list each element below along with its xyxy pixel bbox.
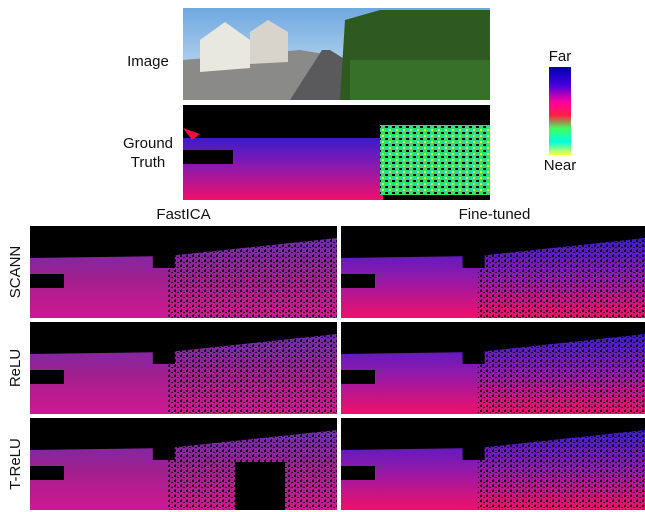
- depth-map: [30, 226, 337, 318]
- result-grid: FastICA Fine-tuned SCANN ReLU T-ReLU: [7, 206, 645, 510]
- hole: [30, 274, 64, 288]
- row-label: Image: [127, 53, 169, 70]
- row-label: T-ReLU: [7, 438, 24, 490]
- row-label: Truth: [131, 154, 165, 171]
- hole: [30, 370, 64, 384]
- photo: [183, 8, 490, 100]
- colorbar-label: Far: [549, 48, 572, 65]
- depth-map: [30, 322, 337, 414]
- depth-map: [341, 418, 645, 510]
- hole: [341, 370, 375, 384]
- figure: Image Ground Truth Far Near FastICA Fine-…: [0, 0, 645, 512]
- depth-map: [341, 226, 645, 318]
- notch: [463, 446, 485, 460]
- hole: [341, 274, 375, 288]
- notch: [153, 350, 175, 364]
- colorbar: [549, 67, 571, 155]
- hole: [341, 466, 375, 480]
- row-label: Ground: [123, 135, 173, 152]
- ground-truth-map: [183, 105, 490, 200]
- notch: [153, 254, 175, 268]
- notch: [463, 254, 485, 268]
- column-header: FastICA: [156, 206, 210, 223]
- row-label: SCANN: [7, 246, 24, 299]
- depth-map: [341, 322, 645, 414]
- hole: [235, 462, 285, 510]
- notch: [463, 350, 485, 364]
- notch: [153, 446, 175, 460]
- depth-map: [30, 418, 337, 510]
- column-header: Fine-tuned: [459, 206, 531, 223]
- row-label: ReLU: [7, 349, 24, 387]
- colorbar-label: Near: [544, 157, 577, 174]
- hole: [30, 466, 64, 480]
